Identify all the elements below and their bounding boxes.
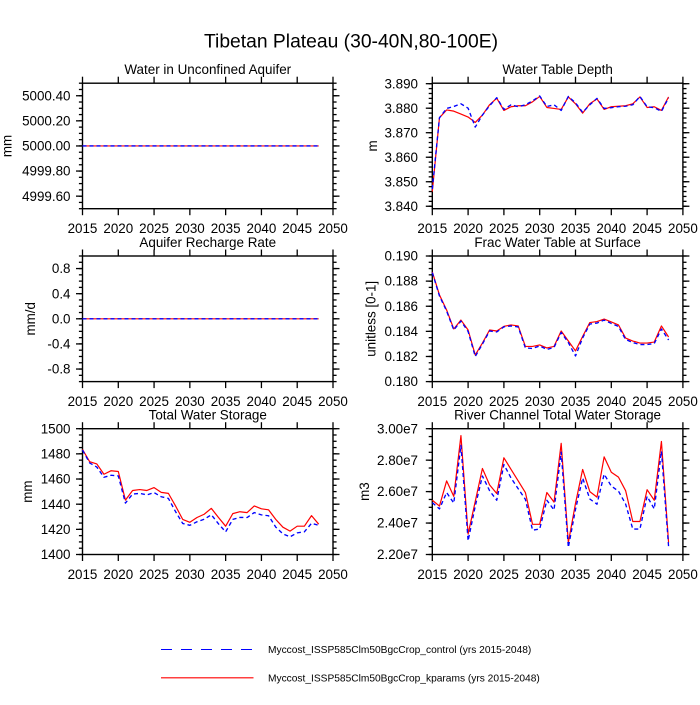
svg-text:-0.4: -0.4: [47, 337, 71, 352]
svg-text:2015: 2015: [68, 221, 98, 236]
svg-text:2040: 2040: [247, 567, 277, 582]
svg-text:2020: 2020: [453, 394, 483, 409]
svg-text:2025: 2025: [489, 394, 519, 409]
svg-text:2045: 2045: [282, 394, 312, 409]
svg-text:5000.20: 5000.20: [22, 113, 70, 128]
svg-text:2025: 2025: [489, 221, 519, 236]
svg-text:2020: 2020: [103, 394, 133, 409]
svg-text:2035: 2035: [211, 394, 241, 409]
svg-text:Aquifer Recharge Rate: Aquifer Recharge Rate: [139, 235, 276, 250]
svg-text:2.20e7: 2.20e7: [377, 547, 418, 562]
svg-text:3.870: 3.870: [384, 125, 418, 140]
svg-text:Frac Water Table at Surface: Frac Water Table at Surface: [474, 235, 641, 250]
svg-text:0.4: 0.4: [52, 286, 71, 301]
svg-text:2.60e7: 2.60e7: [377, 484, 418, 499]
svg-text:2015: 2015: [417, 567, 447, 582]
svg-text:2040: 2040: [596, 394, 626, 409]
svg-text:2040: 2040: [596, 221, 626, 236]
svg-text:0.0: 0.0: [52, 311, 71, 326]
svg-text:0.8: 0.8: [52, 261, 71, 276]
svg-text:1420: 1420: [41, 522, 71, 537]
svg-text:Myccost_ISSP585Clm50BgcCrop_kp: Myccost_ISSP585Clm50BgcCrop_kparams (yrs…: [268, 673, 540, 684]
svg-text:2040: 2040: [247, 221, 277, 236]
svg-text:0.186: 0.186: [384, 299, 418, 314]
svg-text:m3: m3: [357, 482, 372, 501]
svg-text:2015: 2015: [417, 221, 447, 236]
svg-text:1440: 1440: [41, 497, 71, 512]
svg-text:2050: 2050: [318, 567, 348, 582]
svg-text:2035: 2035: [561, 567, 591, 582]
svg-text:unitless [0-1]: unitless [0-1]: [364, 281, 379, 357]
svg-text:River Channel Total Water Stor: River Channel Total Water Storage: [454, 408, 661, 423]
svg-text:Myccost_ISSP585Clm50BgcCrop_co: Myccost_ISSP585Clm50BgcCrop_control (yrs…: [268, 645, 531, 656]
svg-text:2015: 2015: [417, 394, 447, 409]
svg-text:2030: 2030: [525, 394, 555, 409]
svg-text:0.182: 0.182: [384, 349, 418, 364]
svg-text:2030: 2030: [525, 567, 555, 582]
svg-text:2045: 2045: [632, 394, 662, 409]
svg-text:2025: 2025: [139, 394, 169, 409]
svg-text:2050: 2050: [318, 394, 348, 409]
svg-text:2040: 2040: [247, 394, 277, 409]
svg-text:1400: 1400: [41, 547, 71, 562]
svg-text:1480: 1480: [41, 446, 71, 461]
svg-text:3.860: 3.860: [384, 150, 418, 165]
svg-text:4999.60: 4999.60: [22, 189, 70, 204]
svg-text:5000.00: 5000.00: [22, 139, 70, 154]
svg-text:0.180: 0.180: [384, 374, 418, 389]
svg-text:-0.8: -0.8: [47, 362, 70, 377]
svg-text:2045: 2045: [632, 567, 662, 582]
svg-text:2030: 2030: [525, 221, 555, 236]
svg-text:2020: 2020: [453, 221, 483, 236]
svg-text:mm: mm: [20, 480, 35, 502]
svg-text:3.890: 3.890: [384, 76, 418, 91]
svg-text:2025: 2025: [489, 567, 519, 582]
svg-text:3.00e7: 3.00e7: [377, 421, 418, 436]
svg-text:3.840: 3.840: [384, 199, 418, 214]
svg-text:Tibetan Plateau (30-40N,80-100: Tibetan Plateau (30-40N,80-100E): [204, 32, 498, 53]
svg-text:0.188: 0.188: [384, 274, 418, 289]
svg-text:2020: 2020: [103, 567, 133, 582]
svg-text:2035: 2035: [211, 567, 241, 582]
svg-text:2050: 2050: [668, 567, 698, 582]
svg-text:2015: 2015: [68, 394, 98, 409]
svg-text:5000.40: 5000.40: [22, 88, 70, 103]
svg-text:2035: 2035: [561, 394, 591, 409]
svg-text:2050: 2050: [668, 221, 698, 236]
svg-text:mm/d: mm/d: [23, 302, 38, 335]
svg-text:2030: 2030: [175, 567, 205, 582]
svg-text:2045: 2045: [282, 567, 312, 582]
svg-text:2030: 2030: [175, 221, 205, 236]
svg-text:1500: 1500: [41, 421, 71, 436]
svg-text:m: m: [365, 140, 380, 151]
svg-text:2020: 2020: [453, 567, 483, 582]
svg-text:2025: 2025: [139, 567, 169, 582]
svg-text:1460: 1460: [41, 472, 71, 487]
svg-text:2045: 2045: [282, 221, 312, 236]
svg-text:2020: 2020: [103, 221, 133, 236]
svg-text:2.80e7: 2.80e7: [377, 453, 418, 468]
svg-text:0.184: 0.184: [384, 324, 418, 339]
svg-text:Water in Unconfined Aquifer: Water in Unconfined Aquifer: [124, 62, 291, 77]
svg-text:2015: 2015: [68, 567, 98, 582]
svg-text:2040: 2040: [596, 567, 626, 582]
svg-text:2050: 2050: [318, 221, 348, 236]
svg-text:Water Table Depth: Water Table Depth: [502, 62, 613, 77]
svg-text:2035: 2035: [561, 221, 591, 236]
svg-text:3.850: 3.850: [384, 174, 418, 189]
svg-text:2030: 2030: [175, 394, 205, 409]
svg-text:3.880: 3.880: [384, 101, 418, 116]
svg-text:2050: 2050: [668, 394, 698, 409]
svg-text:2025: 2025: [139, 221, 169, 236]
svg-text:mm: mm: [0, 135, 14, 157]
svg-text:0.190: 0.190: [384, 249, 418, 264]
svg-text:2045: 2045: [632, 221, 662, 236]
svg-text:Total Water Storage: Total Water Storage: [149, 408, 267, 423]
svg-text:4999.80: 4999.80: [22, 164, 70, 179]
svg-text:2.40e7: 2.40e7: [377, 516, 418, 531]
svg-text:2035: 2035: [211, 221, 241, 236]
